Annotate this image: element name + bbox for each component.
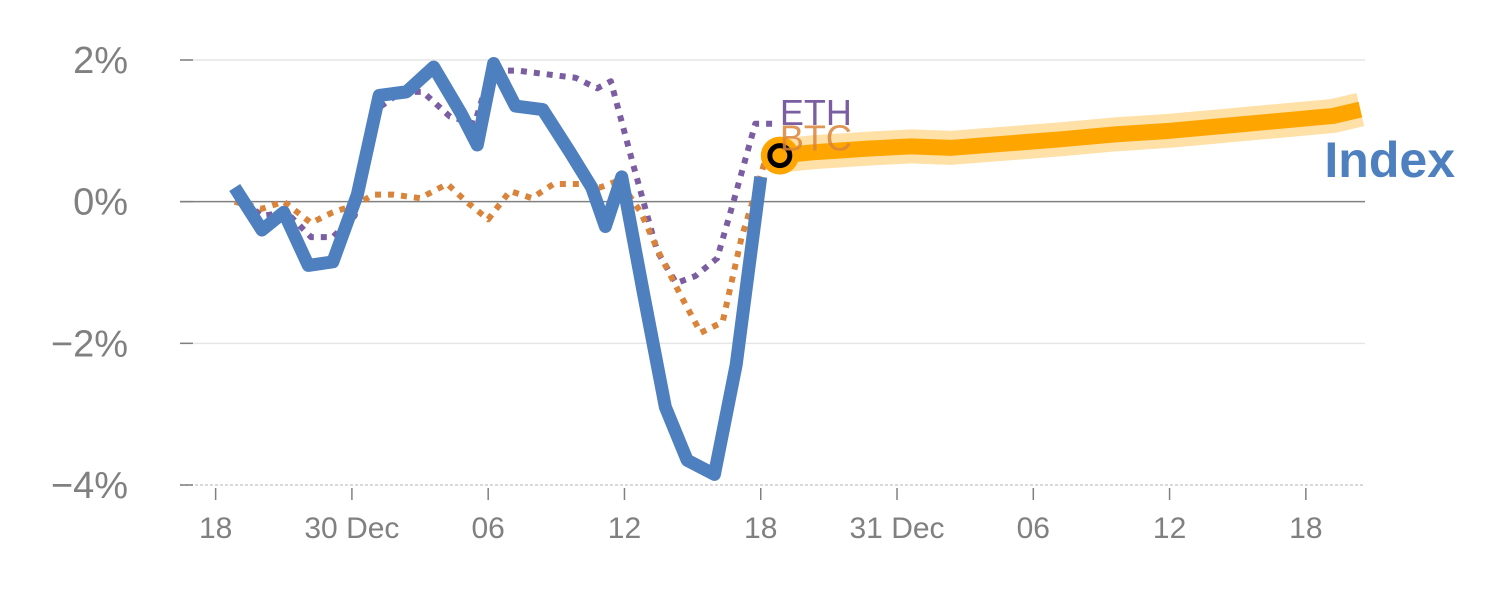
marker-ring — [767, 143, 793, 169]
series-label-eth: ETH — [780, 92, 852, 133]
eth-line — [232, 67, 775, 287]
x-tick-label: 06 — [471, 512, 504, 545]
series-label-index: Index — [1324, 132, 1455, 188]
x-tick-label: 12 — [1153, 512, 1186, 545]
x-tick-label: 30 Dec — [304, 512, 399, 545]
y-tick-label: −4% — [51, 465, 128, 507]
marker-outer-dot — [760, 136, 799, 175]
y-axis-ticks: 2% 0% −2% −4% — [51, 40, 193, 507]
x-tick-label: 06 — [1017, 512, 1050, 545]
y-tick-label: −2% — [51, 323, 128, 365]
series-layer — [229, 57, 1365, 481]
x-tick-label: 18 — [199, 512, 232, 545]
index-line — [229, 57, 768, 481]
x-tick-label: 31 Dec — [849, 512, 944, 545]
y-tick-label: 2% — [73, 40, 128, 82]
y-tick-label: 0% — [73, 182, 128, 224]
series-labels: ETH BTC Index — [780, 92, 1455, 188]
btc-line — [233, 147, 772, 336]
x-tick-label: 18 — [744, 512, 777, 545]
x-tick-label: 18 — [1289, 512, 1322, 545]
current-value-marker — [760, 136, 799, 175]
forecast-line — [779, 101, 1363, 164]
x-tick-label: 12 — [608, 512, 641, 545]
series-label-btc: BTC — [780, 118, 852, 159]
grid-lines — [180, 59, 1365, 486]
x-axis-ticks: 18 30 Dec 06 12 18 31 Dec 06 12 18 — [199, 488, 1323, 545]
